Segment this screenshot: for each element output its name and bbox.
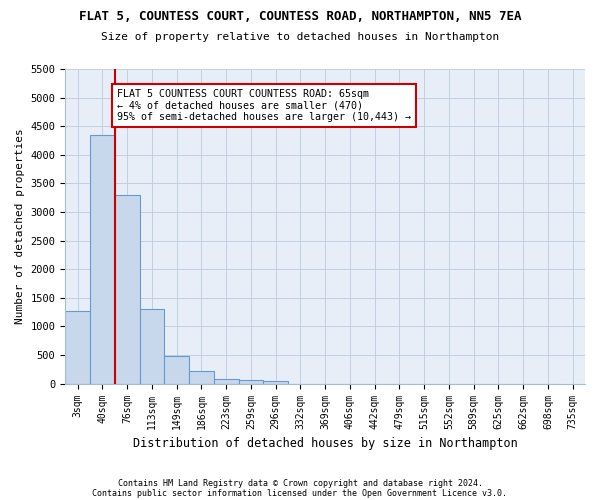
Text: FLAT 5, COUNTESS COURT, COUNTESS ROAD, NORTHAMPTON, NN5 7EA: FLAT 5, COUNTESS COURT, COUNTESS ROAD, N… — [79, 10, 521, 23]
Bar — [65, 311, 90, 384]
Bar — [214, 379, 239, 384]
Text: Contains public sector information licensed under the Open Government Licence v3: Contains public sector information licen… — [92, 488, 508, 498]
Bar — [189, 370, 214, 384]
Bar — [263, 381, 288, 384]
Bar — [164, 356, 189, 384]
Text: Contains HM Land Registry data © Crown copyright and database right 2024.: Contains HM Land Registry data © Crown c… — [118, 478, 482, 488]
Bar — [115, 195, 140, 384]
Bar — [239, 380, 263, 384]
Text: FLAT 5 COUNTESS COURT COUNTESS ROAD: 65sqm
← 4% of detached houses are smaller (: FLAT 5 COUNTESS COURT COUNTESS ROAD: 65s… — [117, 89, 411, 122]
Bar — [140, 310, 164, 384]
Text: Size of property relative to detached houses in Northampton: Size of property relative to detached ho… — [101, 32, 499, 42]
Bar — [90, 135, 115, 384]
X-axis label: Distribution of detached houses by size in Northampton: Distribution of detached houses by size … — [133, 437, 518, 450]
Y-axis label: Number of detached properties: Number of detached properties — [15, 128, 25, 324]
